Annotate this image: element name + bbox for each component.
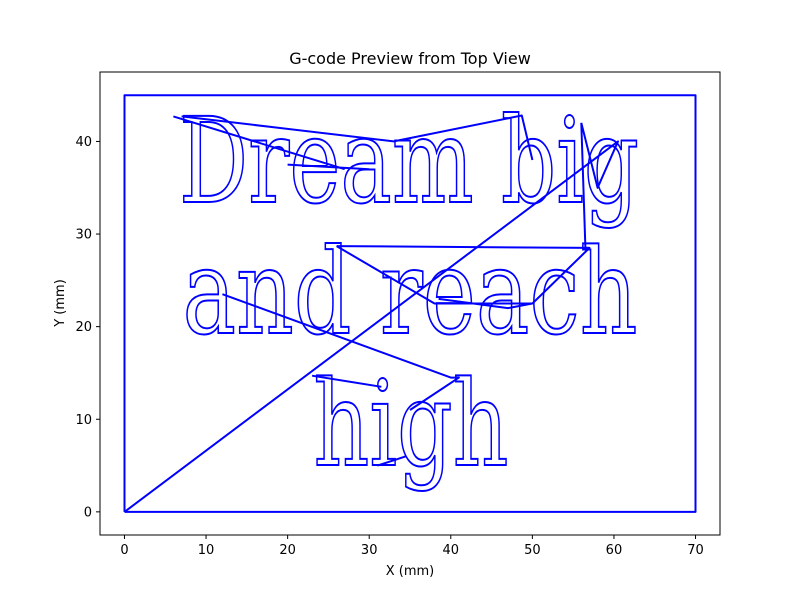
toolpath-segment-5 (181, 114, 534, 161)
plot-area: Dream big and reach high (99, 71, 721, 536)
toolpath-segment-2 (123, 122, 619, 513)
toolpath-segment-8 (377, 455, 407, 467)
y-tick-label: 40 (75, 135, 92, 150)
x-tick-label: 20 (279, 543, 296, 558)
x-tick-label: 0 (120, 543, 128, 558)
y-tick-label: 10 (75, 413, 92, 428)
x-axis: 0 10 20 30 40 50 60 70 (120, 535, 704, 558)
toolpath-segment-6 (287, 163, 370, 171)
toolpath-segment-3 (438, 122, 591, 310)
x-axis-label: X (mm) (386, 564, 435, 579)
x-tick-label: 60 (606, 543, 623, 558)
x-tick-label: 30 (361, 543, 378, 558)
engraved-text-line-3: high (314, 355, 509, 493)
x-tick-label: 40 (443, 543, 460, 558)
engraved-text-line-1: Dream big (179, 92, 639, 230)
toolpath-segment-11 (336, 245, 533, 305)
toolpath-segment-4 (173, 115, 345, 171)
y-tick-label: 20 (75, 320, 92, 335)
series-layer (123, 94, 697, 513)
toolpath-segment-1 (123, 94, 697, 513)
chart-title: G-code Preview from Top View (289, 49, 531, 68)
y-tick-label: 30 (75, 228, 92, 243)
y-axis-label: Y (mm) (53, 279, 68, 328)
engraved-text-layer: Dream big and reach high (178, 91, 640, 494)
x-tick-label: 10 (198, 543, 215, 558)
toolpath-segment-9 (311, 374, 382, 388)
plot-frame (99, 71, 721, 536)
y-tick-label: 0 (84, 505, 92, 520)
toolpath-segment-7 (222, 293, 460, 411)
x-tick-label: 50 (524, 543, 541, 558)
x-tick-label: 70 (687, 543, 704, 558)
y-axis: 0 10 20 30 40 (75, 135, 100, 520)
toolpath-segment-10 (336, 245, 590, 249)
engraved-text-line-2: and reach (183, 223, 638, 361)
